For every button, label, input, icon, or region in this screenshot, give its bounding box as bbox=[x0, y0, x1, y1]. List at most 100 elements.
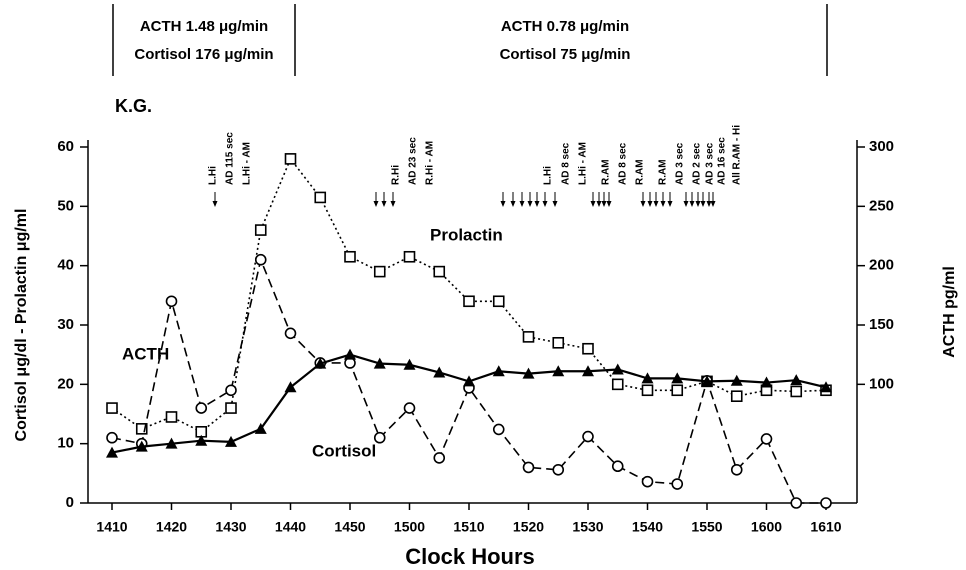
marker bbox=[611, 378, 624, 391]
marker bbox=[195, 402, 208, 414]
y2-tick-label: 300 bbox=[869, 138, 894, 155]
marker bbox=[701, 375, 713, 387]
x-tick-label: 1610 bbox=[810, 519, 841, 535]
marker bbox=[730, 463, 743, 476]
marker bbox=[463, 375, 475, 387]
arrow-head bbox=[596, 201, 602, 207]
arrow-head bbox=[534, 201, 540, 207]
marker bbox=[433, 366, 446, 378]
arrow-head bbox=[552, 201, 558, 207]
arrow-head bbox=[390, 201, 396, 207]
marker bbox=[671, 384, 684, 397]
x-axis-label: Clock Hours bbox=[405, 544, 535, 569]
marker bbox=[165, 411, 178, 423]
y-tick-label: 10 bbox=[57, 435, 74, 452]
series-line bbox=[111, 353, 827, 454]
annotation: AD 16 sec bbox=[717, 137, 728, 185]
annotation: R.AM bbox=[601, 159, 612, 185]
arrow-head bbox=[706, 201, 712, 207]
marker bbox=[760, 433, 773, 445]
annotation: AD 3 sec bbox=[705, 142, 716, 185]
marker bbox=[492, 295, 505, 308]
marker bbox=[522, 331, 535, 343]
arrow-head bbox=[660, 201, 666, 207]
marker bbox=[284, 327, 297, 340]
y-tick-label: 0 bbox=[66, 494, 74, 511]
marker bbox=[790, 374, 803, 386]
annotation: L.Hi - AM bbox=[578, 142, 589, 185]
y2-tick-label: 200 bbox=[869, 257, 894, 274]
annotation: AD 23 sec bbox=[408, 137, 419, 185]
marker bbox=[373, 265, 386, 278]
marker bbox=[463, 295, 475, 308]
annotation: AD 2 sec bbox=[692, 142, 703, 185]
arrow-head bbox=[653, 201, 659, 207]
marker bbox=[730, 390, 743, 403]
x-tick-label: 1550 bbox=[691, 519, 722, 535]
marker bbox=[106, 402, 118, 414]
y-tick-label: 60 bbox=[57, 138, 74, 155]
marker bbox=[790, 497, 803, 509]
x-tick-label: 1510 bbox=[453, 519, 484, 535]
marker bbox=[284, 153, 297, 165]
arrow-head bbox=[683, 201, 689, 207]
x-tick-label: 1420 bbox=[156, 519, 187, 535]
marker bbox=[760, 376, 773, 388]
arrow-head bbox=[212, 201, 218, 207]
series-label: ACTH bbox=[122, 344, 169, 363]
y2-axis-label: ACTH pg/ml bbox=[941, 266, 958, 358]
marker bbox=[165, 295, 178, 308]
arrow-head bbox=[640, 201, 646, 207]
arrow-head bbox=[601, 201, 607, 207]
marker bbox=[106, 446, 118, 458]
y-tick-label: 20 bbox=[57, 375, 74, 392]
marker bbox=[165, 437, 178, 449]
header-note: Cortisol 176 μg/min bbox=[134, 46, 273, 63]
marker bbox=[225, 384, 237, 397]
marker bbox=[433, 452, 446, 464]
annotation: AD 8 sec bbox=[618, 142, 629, 185]
marker bbox=[135, 440, 148, 452]
y2-tick-label: 150 bbox=[869, 316, 894, 333]
marker bbox=[820, 381, 832, 393]
marker bbox=[403, 402, 416, 414]
header-note: Cortisol 75 μg/min bbox=[500, 46, 631, 63]
marker bbox=[611, 460, 624, 473]
x-tick-label: 1520 bbox=[513, 519, 544, 535]
arrow-head bbox=[689, 201, 695, 207]
x-tick-label: 1430 bbox=[215, 519, 246, 535]
marker bbox=[403, 358, 416, 370]
marker bbox=[373, 357, 386, 369]
arrow-head bbox=[667, 201, 673, 207]
y-tick-label: 30 bbox=[57, 316, 74, 333]
annotation: AD 115 sec bbox=[225, 132, 236, 185]
marker bbox=[314, 357, 327, 369]
y2-tick-label: 100 bbox=[869, 375, 894, 392]
marker bbox=[344, 250, 356, 263]
marker bbox=[254, 422, 267, 434]
marker bbox=[373, 431, 386, 444]
arrow-head bbox=[710, 201, 716, 207]
annotation: L.Hi - AM bbox=[242, 142, 253, 185]
x-tick-label: 1450 bbox=[334, 519, 365, 535]
annotation: R.Hi bbox=[391, 165, 402, 185]
marker bbox=[582, 342, 594, 355]
annotation: R.AM bbox=[635, 159, 646, 185]
series-label: Prolactin bbox=[430, 225, 503, 244]
annotation: AD 3 sec bbox=[675, 142, 686, 185]
x-tick-label: 1540 bbox=[632, 519, 663, 535]
annotation: L.Hi bbox=[208, 166, 219, 185]
marker bbox=[195, 434, 208, 446]
marker bbox=[522, 367, 535, 379]
marker bbox=[225, 435, 237, 447]
marker bbox=[492, 365, 505, 377]
marker bbox=[552, 336, 565, 349]
arrow-head bbox=[510, 201, 516, 207]
y2-tick-label: 250 bbox=[869, 197, 894, 214]
marker bbox=[671, 372, 684, 384]
marker bbox=[790, 385, 803, 398]
arrow-head bbox=[527, 201, 533, 207]
x-tick-label: 1500 bbox=[394, 519, 425, 535]
marker bbox=[582, 365, 594, 377]
marker bbox=[314, 191, 327, 204]
